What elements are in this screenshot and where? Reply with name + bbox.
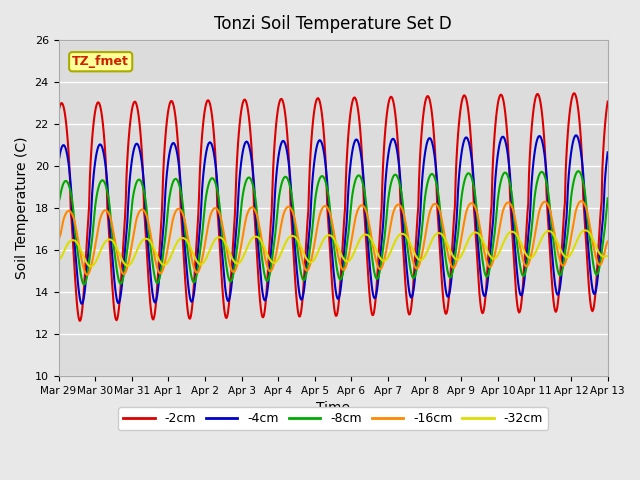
-16cm	[417, 257, 424, 263]
-32cm	[417, 257, 424, 263]
-4cm	[77, 301, 85, 307]
Legend: -2cm, -4cm, -8cm, -16cm, -32cm: -2cm, -4cm, -8cm, -16cm, -32cm	[118, 407, 548, 430]
-32cm	[207, 245, 214, 251]
-8cm	[207, 177, 214, 182]
-8cm	[54, 198, 62, 204]
Title: Tonzi Soil Temperature Set D: Tonzi Soil Temperature Set D	[214, 15, 452, 33]
Line: -8cm: -8cm	[58, 171, 608, 284]
-2cm	[54, 109, 62, 115]
-32cm	[401, 232, 408, 238]
-8cm	[604, 195, 612, 201]
-8cm	[80, 281, 88, 287]
-2cm	[122, 199, 129, 204]
X-axis label: Time: Time	[316, 401, 350, 415]
-2cm	[401, 268, 408, 274]
-16cm	[401, 214, 408, 220]
-8cm	[178, 192, 186, 198]
-2cm	[570, 90, 578, 96]
-8cm	[417, 238, 424, 243]
-32cm	[122, 262, 129, 268]
-2cm	[178, 217, 186, 223]
-16cm	[578, 198, 586, 204]
-8cm	[575, 168, 582, 174]
-4cm	[65, 160, 72, 166]
-4cm	[604, 149, 612, 155]
-4cm	[417, 206, 424, 212]
-32cm	[604, 253, 612, 259]
-2cm	[604, 99, 612, 105]
-8cm	[65, 181, 72, 187]
-32cm	[87, 264, 95, 269]
Line: -4cm: -4cm	[58, 135, 608, 304]
-16cm	[178, 208, 186, 214]
-2cm	[76, 318, 84, 324]
-32cm	[65, 240, 72, 246]
-16cm	[207, 212, 214, 218]
Y-axis label: Soil Temperature (C): Soil Temperature (C)	[15, 137, 29, 279]
Text: TZ_fmet: TZ_fmet	[72, 55, 129, 68]
-16cm	[604, 239, 612, 244]
-8cm	[122, 259, 129, 264]
-4cm	[122, 238, 129, 244]
-4cm	[207, 140, 214, 145]
-2cm	[65, 148, 72, 154]
-32cm	[54, 256, 62, 262]
-8cm	[401, 219, 408, 225]
-2cm	[207, 103, 214, 109]
-16cm	[83, 272, 91, 277]
-4cm	[573, 132, 580, 138]
-16cm	[122, 269, 129, 275]
-4cm	[178, 193, 186, 199]
-16cm	[65, 208, 72, 214]
-32cm	[178, 235, 186, 241]
Line: -32cm: -32cm	[58, 230, 608, 266]
-32cm	[582, 228, 589, 233]
-4cm	[401, 240, 408, 245]
Line: -2cm: -2cm	[58, 93, 608, 321]
-4cm	[54, 157, 62, 163]
-16cm	[54, 235, 62, 241]
Line: -16cm: -16cm	[58, 201, 608, 275]
-2cm	[417, 145, 424, 151]
